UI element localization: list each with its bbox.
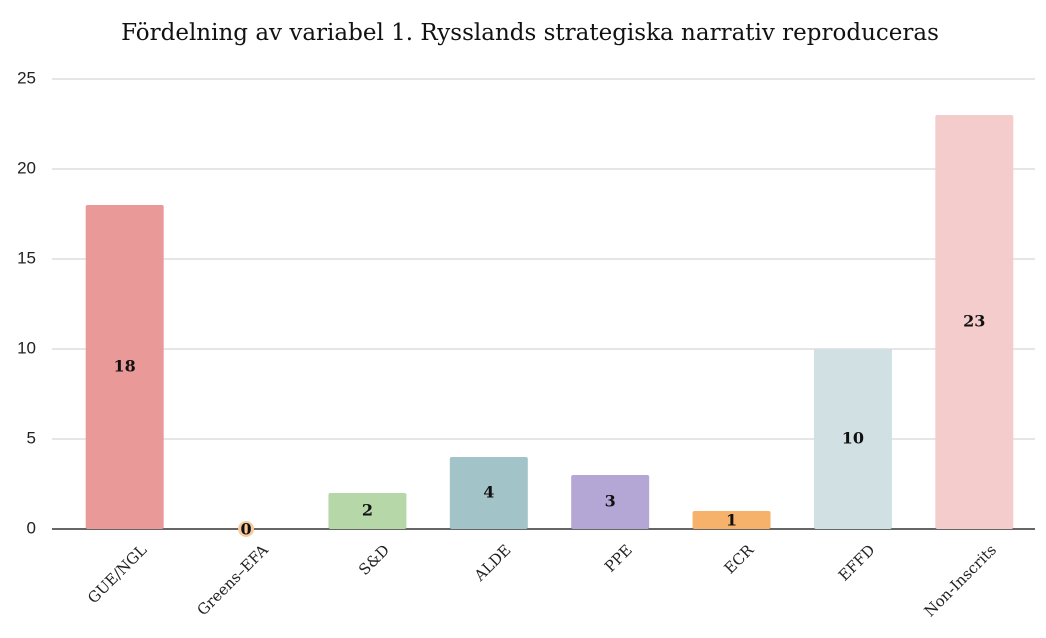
bar [85,205,164,529]
data-label: 2 [362,501,373,520]
data-label: 3 [605,492,616,511]
bar [692,511,771,529]
bar [935,115,1014,529]
chart-title: Fördelning av variabel 1. Rysslands stra… [121,20,939,46]
bar [571,475,650,529]
data-label: 1 [726,511,737,530]
data-label: 0 [240,520,251,539]
y-tick-label: 5 [27,428,36,447]
data-label: 18 [114,357,136,376]
x-tick-label: Non-Inscrits [921,541,1000,620]
y-tick-label: 0 [27,518,36,537]
data-label: 23 [963,312,985,331]
x-tick-label: GUE/NGL [84,541,150,607]
x-tick-label: ALDE [470,541,514,585]
y-tick-label: 20 [17,158,36,177]
bar [328,493,407,529]
y-tick-label: 15 [17,248,36,267]
bar [813,349,892,529]
data-label: 10 [842,429,864,448]
x-tick-label: PPE [601,541,636,576]
x-tick-label: Greens–EFA [193,541,271,619]
bar [449,457,528,529]
x-tick-label: ECR [721,540,758,577]
x-tick-label: S&D [355,541,393,579]
y-tick-label: 25 [17,68,36,87]
zero-marker [238,521,255,537]
data-label: 4 [483,483,494,502]
y-tick-label: 10 [17,338,36,357]
x-tick-label: EFFD [835,541,879,585]
